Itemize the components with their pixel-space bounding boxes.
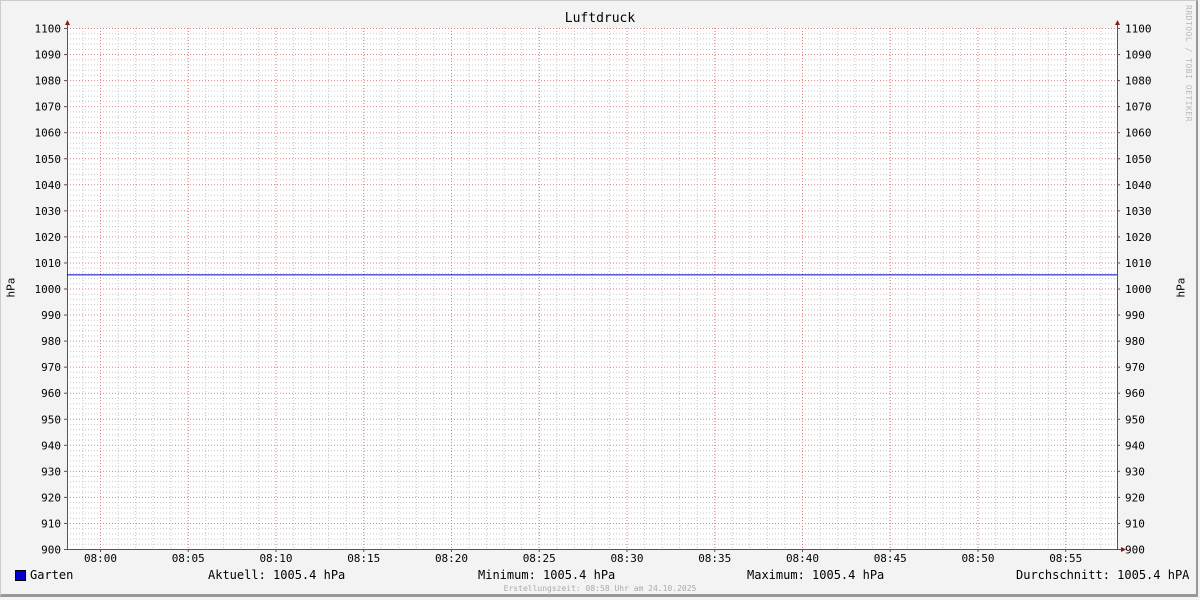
- y-tick-label-left: 980: [41, 335, 61, 348]
- y-tick-label-right: 900: [1125, 544, 1145, 557]
- x-axis-arrow: [1121, 547, 1126, 552]
- y-tick-label-left: 1040: [35, 179, 62, 192]
- y-tick-label-left: 930: [41, 465, 61, 478]
- y-tick-label-right: 1030: [1125, 205, 1152, 218]
- x-tick-label: 08:10: [259, 552, 292, 565]
- y-tick-label-left: 1060: [35, 127, 62, 140]
- x-tick-label: 08:00: [84, 552, 117, 565]
- y-axis-label-right: hPa: [1174, 277, 1188, 298]
- y-tick-label-left: 910: [41, 517, 61, 530]
- x-tick-label: 08:30: [610, 552, 643, 565]
- chart-title: Luftdruck: [564, 11, 636, 26]
- y-tick-label-left: 1100: [35, 23, 62, 36]
- footer-timestamp: Erstellungszeit: 08:58 Uhr am 24.10.2025: [503, 584, 697, 593]
- y-tick-label-left: 960: [41, 387, 61, 400]
- x-tick-label: 08:35: [698, 552, 731, 565]
- y-tick-label-right: 930: [1125, 465, 1145, 478]
- y-tick-label-left: 1090: [35, 49, 62, 62]
- y-tick-label-left: 900: [41, 544, 61, 557]
- y-tick-label-left: 1010: [35, 257, 62, 270]
- y-tick-label-left: 990: [41, 309, 61, 322]
- y-tick-label-right: 1000: [1125, 283, 1152, 296]
- y-tick-label-right: 920: [1125, 491, 1145, 504]
- x-tick-label: 08:05: [172, 552, 205, 565]
- y-tick-label-right: 1010: [1125, 257, 1152, 270]
- y-tick-label-left: 1000: [35, 283, 62, 296]
- y-tick-label-right: 1040: [1125, 179, 1152, 192]
- x-tick-label: 08:15: [347, 552, 380, 565]
- x-tick-label: 08:20: [435, 552, 468, 565]
- y-tick-label-left: 920: [41, 491, 61, 504]
- y-tick-label-right: 1100: [1125, 23, 1152, 36]
- y-axis-arrow-left: [65, 20, 70, 25]
- legend-average: Durchschnitt: 1005.4 hPA: [1016, 568, 1190, 582]
- y-axis-label-left: hPa: [4, 277, 18, 298]
- legend-series-name: Garten: [30, 568, 74, 582]
- y-tick-label-right: 910: [1125, 517, 1145, 530]
- y-tick-label-right: 950: [1125, 413, 1145, 426]
- x-tick-label: 08:25: [523, 552, 556, 565]
- y-tick-label-left: 1020: [35, 231, 62, 244]
- y-tick-label-right: 1080: [1125, 75, 1152, 88]
- y-tick-label-right: 1050: [1125, 153, 1152, 166]
- y-tick-label-left: 1080: [35, 75, 62, 88]
- y-tick-label-right: 960: [1125, 387, 1145, 400]
- y-tick-label-left: 950: [41, 413, 61, 426]
- y-tick-label-right: 980: [1125, 335, 1145, 348]
- x-tick-label: 08:45: [874, 552, 907, 565]
- legend-maximum: Maximum: 1005.4 hPa: [747, 568, 885, 582]
- y-tick-label-right: 970: [1125, 361, 1145, 374]
- y-tick-label-left: 1050: [35, 153, 62, 166]
- y-tick-label-right: 1070: [1125, 101, 1152, 114]
- y-tick-label-left: 1070: [35, 101, 62, 114]
- watermark: RRDTOOL / TOBI OETIKER: [1184, 5, 1193, 122]
- legend-minimum: Minimum: 1005.4 hPa: [478, 568, 616, 582]
- y-tick-label-right: 1090: [1125, 49, 1152, 62]
- y-tick-label-left: 940: [41, 439, 61, 452]
- legend-swatch-garten: [15, 570, 26, 581]
- y-tick-label-left: 970: [41, 361, 61, 374]
- x-tick-label: 08:40: [786, 552, 819, 565]
- y-tick-label-left: 1030: [35, 205, 62, 218]
- legend-current: Aktuell: 1005.4 hPa: [208, 568, 346, 582]
- y-tick-label-right: 1020: [1125, 231, 1152, 244]
- x-tick-label: 08:50: [961, 552, 994, 565]
- y-tick-label-right: 1060: [1125, 127, 1152, 140]
- y-tick-label-right: 940: [1125, 439, 1145, 452]
- x-tick-label: 08:55: [1049, 552, 1082, 565]
- y-axis-arrow-right: [1115, 20, 1120, 25]
- y-tick-label-right: 990: [1125, 309, 1145, 322]
